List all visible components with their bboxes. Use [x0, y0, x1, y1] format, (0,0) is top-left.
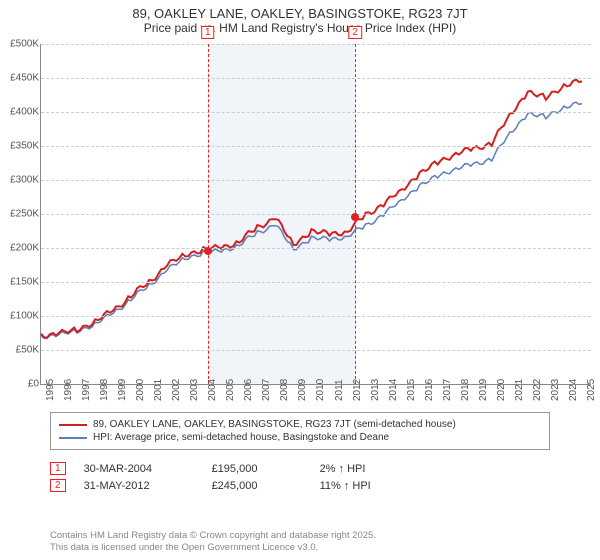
x-axis-tick: 2024	[568, 379, 579, 401]
x-axis-tick: 2010	[315, 379, 326, 401]
legend-row: 89, OAKLEY LANE, OAKLEY, BASINGSTOKE, RG…	[59, 419, 541, 430]
event-vline	[208, 44, 209, 384]
x-axis-tick: 2002	[171, 379, 182, 401]
event-id-badge: 1	[50, 462, 66, 475]
y-axis-tick: £150K	[1, 277, 39, 288]
event-id-badge: 2	[50, 479, 66, 492]
event-delta: 11% ↑ HPI	[320, 480, 410, 492]
y-axis-tick: £50K	[1, 345, 39, 356]
footer-line-1: Contains HM Land Registry data © Crown c…	[50, 530, 550, 542]
x-axis-tick: 2017	[442, 379, 453, 401]
event-date: 30-MAR-2004	[84, 463, 194, 475]
chart-legend: 89, OAKLEY LANE, OAKLEY, BASINGSTOKE, RG…	[50, 412, 550, 450]
x-axis-tick: 1999	[117, 379, 128, 401]
y-axis-tick: £450K	[1, 73, 39, 84]
x-axis-tick: 2004	[207, 379, 218, 401]
event-marker-label: 1	[201, 26, 215, 39]
y-axis-tick: £250K	[1, 209, 39, 220]
x-axis-tick: 2012	[352, 379, 363, 401]
event-marker-label: 2	[348, 26, 362, 39]
legend-label: HPI: Average price, semi-detached house,…	[93, 432, 389, 443]
series-price_paid	[41, 80, 582, 338]
x-axis-tick: 2015	[406, 379, 417, 401]
x-axis-tick: 2020	[496, 379, 507, 401]
x-axis-tick: 2008	[279, 379, 290, 401]
x-axis-tick: 2016	[424, 379, 435, 401]
legend-swatch	[59, 437, 87, 439]
x-axis-tick: 2022	[532, 379, 543, 401]
chart-title: 89, OAKLEY LANE, OAKLEY, BASINGSTOKE, RG…	[0, 0, 600, 21]
y-axis-tick: £0	[1, 379, 39, 390]
x-axis-tick: 2001	[153, 379, 164, 401]
x-axis-tick: 2005	[225, 379, 236, 401]
x-axis-tick: 2014	[388, 379, 399, 401]
x-axis-tick: 2003	[189, 379, 200, 401]
sale-point	[351, 213, 359, 221]
x-axis-tick: 2019	[478, 379, 489, 401]
series-hpi	[41, 102, 582, 338]
y-axis-tick: £200K	[1, 243, 39, 254]
chart-plot-area: £0£50K£100K£150K£200K£250K£300K£350K£400…	[40, 44, 591, 385]
event-delta: 2% ↑ HPI	[320, 463, 410, 475]
footer-line-2: This data is licensed under the Open Gov…	[50, 542, 550, 554]
footer-attribution: Contains HM Land Registry data © Crown c…	[50, 530, 550, 554]
event-price: £195,000	[212, 463, 302, 475]
event-date: 31-MAY-2012	[84, 480, 194, 492]
sale-point	[204, 247, 212, 255]
x-axis-tick: 2011	[334, 379, 345, 401]
y-axis-tick: £400K	[1, 107, 39, 118]
legend-label: 89, OAKLEY LANE, OAKLEY, BASINGSTOKE, RG…	[93, 419, 456, 430]
x-axis-tick: 2021	[514, 379, 525, 401]
x-axis-tick: 1996	[63, 379, 74, 401]
x-axis-tick: 2006	[243, 379, 254, 401]
chart-subtitle: Price paid vs. HM Land Registry's House …	[0, 21, 600, 39]
x-axis-tick: 2013	[370, 379, 381, 401]
x-axis-tick: 2009	[297, 379, 308, 401]
y-axis-tick: £300K	[1, 175, 39, 186]
x-axis-tick: 2007	[261, 379, 272, 401]
x-axis-tick: 2018	[460, 379, 471, 401]
y-axis-tick: £100K	[1, 311, 39, 322]
x-axis-tick: 2023	[550, 379, 561, 401]
event-table: 1 30-MAR-2004 £195,000 2% ↑ HPI 2 31-MAY-2012…	[50, 458, 550, 496]
y-axis-tick: £350K	[1, 141, 39, 152]
x-axis-tick: 2025	[586, 379, 597, 401]
event-price: £245,000	[212, 480, 302, 492]
x-axis-tick: 1995	[45, 379, 56, 401]
legend-row: HPI: Average price, semi-detached house,…	[59, 432, 541, 443]
x-axis-tick: 2000	[135, 379, 146, 401]
y-axis-tick: £500K	[1, 39, 39, 50]
legend-swatch	[59, 424, 87, 426]
x-axis-tick: 1998	[99, 379, 110, 401]
event-row: 1 30-MAR-2004 £195,000 2% ↑ HPI	[50, 462, 550, 475]
event-row: 2 31-MAY-2012 £245,000 11% ↑ HPI	[50, 479, 550, 492]
x-axis-tick: 1997	[81, 379, 92, 401]
